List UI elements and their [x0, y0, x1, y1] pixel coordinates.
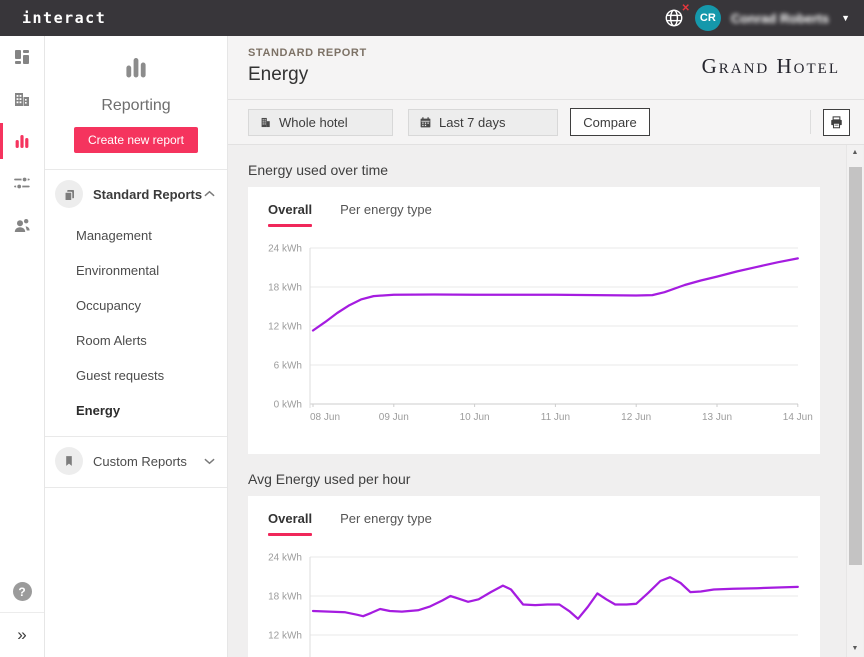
scroll-down-arrow-icon[interactable]: ▼ — [847, 641, 863, 655]
avg-energy-per-hour-chart: 24 kWh 18 kWh 12 kWh — [248, 540, 820, 657]
filter-bar: Whole hotel Last 7 days Compare — [228, 100, 864, 145]
svg-text:6 kWh: 6 kWh — [274, 361, 302, 372]
svg-text:18 kWh: 18 kWh — [268, 592, 302, 603]
grand-hotel-logo: Grand Hotel — [702, 54, 840, 79]
sidebar-item-room-alerts[interactable]: Room Alerts — [45, 323, 227, 358]
rail-item-settings[interactable] — [0, 162, 44, 204]
svg-text:08 Jun: 08 Jun — [310, 412, 340, 423]
printer-icon — [829, 115, 844, 130]
avatar[interactable]: CR — [695, 5, 721, 31]
scrollbar-thumb[interactable] — [849, 167, 862, 565]
create-new-report-button[interactable]: Create new report — [74, 127, 198, 153]
active-tab-underline — [268, 533, 312, 536]
sidebar-title: Reporting — [45, 97, 227, 115]
users-icon — [12, 215, 32, 235]
scope-select[interactable]: Whole hotel — [248, 109, 393, 136]
help-button[interactable]: ? — [0, 571, 44, 613]
chart-tabs: Overall Per energy type — [248, 496, 820, 540]
interact-logo: interact — [22, 9, 106, 27]
double-chevron-right-icon: » — [17, 625, 26, 645]
svg-text:18 kWh: 18 kWh — [268, 283, 302, 294]
section-label: Custom Reports — [93, 454, 187, 469]
tab-overall[interactable]: Overall — [268, 199, 312, 231]
chevron-down-icon — [204, 457, 215, 465]
svg-text:10 Jun: 10 Jun — [460, 412, 490, 423]
scope-value: Whole hotel — [279, 115, 348, 130]
building-icon — [259, 116, 272, 129]
energy-over-time-chart: 24 kWh 18 kWh 12 kWh 6 kWh 0 kWh 08 Jun 09 Jun… — [248, 231, 820, 441]
question-mark-icon: ? — [13, 582, 32, 601]
tab-overall[interactable]: Overall — [268, 508, 312, 540]
svg-text:12 kWh: 12 kWh — [268, 322, 302, 333]
report-header: STANDARD REPORT Energy Grand Hotel — [228, 36, 864, 100]
bar-chart-icon — [12, 131, 32, 151]
report-content: Energy used over time Overall Per energy… — [228, 145, 864, 657]
svg-text:11 Jun: 11 Jun — [541, 412, 570, 423]
buildings-icon — [12, 89, 32, 109]
tab-per-energy-type[interactable]: Per energy type — [340, 199, 432, 231]
sidebar-item-environmental[interactable]: Environmental — [45, 253, 227, 288]
vertical-scrollbar[interactable]: ▲ ▼ — [846, 145, 863, 657]
avg-energy-per-hour-card: Overall Per energy type 24 kWh 18 kWh 12 k… — [248, 496, 820, 657]
chart-section-title: Avg Energy used per hour — [248, 471, 844, 487]
rail-item-dashboard[interactable] — [0, 36, 44, 78]
section-custom-reports[interactable]: Custom Reports — [45, 437, 227, 485]
sidebar-item-management[interactable]: Management — [45, 218, 227, 253]
svg-text:13 Jun: 13 Jun — [702, 412, 732, 423]
rail-item-buildings[interactable] — [0, 78, 44, 120]
compare-button[interactable]: Compare — [570, 108, 650, 136]
divider — [45, 487, 227, 488]
reporting-sidebar: Reporting Create new report Standard Rep… — [45, 36, 228, 657]
svg-text:12 kWh: 12 kWh — [268, 631, 302, 642]
dashboard-icon — [12, 47, 32, 67]
svg-text:24 kWh: 24 kWh — [268, 244, 302, 255]
rail-item-users[interactable] — [0, 204, 44, 246]
svg-text:12 Jun: 12 Jun — [621, 412, 651, 423]
section-standard-reports[interactable]: Standard Reports — [45, 170, 227, 218]
rail-item-reporting[interactable] — [0, 120, 44, 162]
date-range-select[interactable]: Last 7 days — [408, 109, 558, 136]
sidebar-item-guest-requests[interactable]: Guest requests — [45, 358, 227, 393]
globe-status-button[interactable]: ✕ — [663, 7, 685, 29]
sidebar-item-occupancy[interactable]: Occupancy — [45, 288, 227, 323]
sliders-icon — [12, 173, 32, 193]
svg-text:0 kWh: 0 kWh — [274, 400, 302, 411]
expand-sidebar-button[interactable]: » — [0, 613, 44, 657]
date-range-value: Last 7 days — [439, 115, 506, 130]
top-bar: interact ✕ CR Conrad Roberts ▼ — [0, 0, 864, 36]
active-tab-underline — [268, 224, 312, 227]
chart-section-title: Energy used over time — [248, 162, 844, 178]
svg-text:09 Jun: 09 Jun — [379, 412, 409, 423]
tab-per-energy-type[interactable]: Per energy type — [340, 508, 432, 540]
svg-text:14 Jun: 14 Jun — [783, 412, 813, 423]
scroll-up-arrow-icon[interactable]: ▲ — [847, 145, 863, 159]
section-label: Standard Reports — [93, 187, 202, 202]
user-name: Conrad Roberts — [731, 11, 829, 26]
sidebar-item-energy[interactable]: Energy — [45, 393, 227, 428]
chevron-up-icon — [204, 190, 215, 198]
print-button[interactable] — [823, 109, 850, 136]
calendar-icon — [419, 116, 432, 129]
icon-rail: ? » — [0, 36, 45, 657]
chart-tabs: Overall Per energy type — [248, 187, 820, 231]
bar-chart-icon — [121, 52, 151, 82]
chevron-down-icon[interactable]: ▼ — [841, 13, 850, 23]
offline-x-badge-icon: ✕ — [681, 3, 689, 14]
main-panel: STANDARD REPORT Energy Grand Hotel Whole… — [228, 36, 864, 657]
svg-text:24 kWh: 24 kWh — [268, 553, 302, 564]
standard-reports-list: Management Environmental Occupancy Room … — [45, 218, 227, 434]
bookmark-icon — [55, 447, 83, 475]
stacked-reports-icon — [55, 180, 83, 208]
divider — [810, 110, 811, 134]
energy-over-time-card: Overall Per energy type 24 kWh 18 kWh 12 k… — [248, 187, 820, 454]
